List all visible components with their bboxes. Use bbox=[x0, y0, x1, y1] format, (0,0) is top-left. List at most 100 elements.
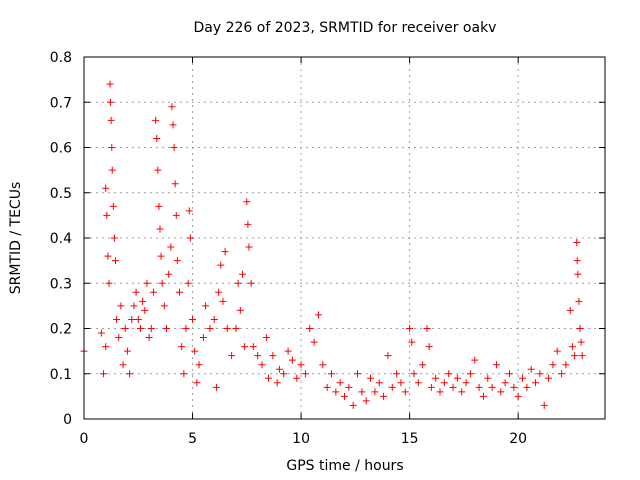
grid bbox=[84, 57, 605, 419]
data-point bbox=[514, 392, 522, 400]
data-point bbox=[110, 234, 118, 242]
y-tick-label: 0 bbox=[63, 412, 72, 428]
data-point bbox=[306, 325, 314, 332]
data-point bbox=[176, 288, 184, 296]
data-point bbox=[245, 243, 253, 251]
data-point bbox=[573, 239, 581, 247]
data-point bbox=[149, 288, 157, 296]
data-point bbox=[173, 257, 181, 265]
data-point bbox=[121, 325, 129, 332]
data-point bbox=[126, 370, 134, 378]
data-point bbox=[354, 370, 362, 378]
data-point bbox=[247, 279, 255, 287]
y-tick-label: 0.5 bbox=[50, 186, 72, 202]
data-point bbox=[238, 270, 246, 278]
data-point bbox=[157, 252, 165, 260]
data-point bbox=[105, 279, 113, 287]
data-point bbox=[301, 370, 309, 378]
data-point bbox=[314, 311, 322, 319]
data-point bbox=[510, 383, 518, 391]
data-point bbox=[497, 388, 505, 396]
data-point bbox=[160, 302, 168, 310]
data-point bbox=[158, 279, 166, 287]
data-point bbox=[171, 180, 179, 188]
data-point bbox=[165, 270, 173, 278]
data-point bbox=[414, 379, 422, 387]
data-point bbox=[262, 334, 270, 342]
data-point bbox=[449, 383, 457, 391]
data-point bbox=[153, 134, 161, 142]
data-point bbox=[425, 343, 433, 351]
data-point bbox=[254, 352, 262, 360]
data-point bbox=[210, 315, 218, 323]
data-point bbox=[288, 356, 296, 364]
data-point bbox=[168, 103, 176, 111]
data-point bbox=[466, 370, 474, 378]
data-point bbox=[113, 315, 121, 323]
data-point bbox=[440, 379, 448, 387]
y-axis-title: SRMTID / TECUs bbox=[8, 182, 24, 295]
data-point bbox=[258, 361, 266, 369]
data-point bbox=[243, 198, 251, 206]
data-point bbox=[199, 334, 207, 342]
data-point bbox=[423, 325, 431, 332]
data-point bbox=[162, 325, 170, 332]
data-point bbox=[109, 202, 117, 210]
data-point bbox=[558, 370, 566, 378]
data-point bbox=[136, 325, 144, 332]
data-point bbox=[184, 279, 192, 287]
data-point bbox=[571, 352, 579, 360]
data-point bbox=[532, 379, 540, 387]
y-tick-label: 0.1 bbox=[50, 367, 72, 383]
data-point bbox=[393, 370, 401, 378]
data-point bbox=[453, 374, 461, 382]
data-point bbox=[139, 297, 147, 305]
data-point bbox=[479, 392, 487, 400]
data-point bbox=[458, 388, 466, 396]
data-point bbox=[323, 383, 331, 391]
x-tick-label: 5 bbox=[188, 431, 197, 447]
data-point bbox=[562, 361, 570, 369]
data-point bbox=[573, 257, 581, 265]
data-point bbox=[178, 343, 186, 351]
data-point bbox=[145, 334, 153, 342]
data-point bbox=[132, 288, 140, 296]
data-point bbox=[202, 302, 210, 310]
data-point bbox=[362, 397, 370, 405]
data-point bbox=[228, 352, 236, 360]
y-tick-label: 0.2 bbox=[50, 322, 72, 338]
data-point bbox=[119, 361, 127, 369]
data-point bbox=[297, 361, 305, 369]
data-point bbox=[123, 347, 131, 355]
data-point bbox=[217, 261, 225, 269]
data-point bbox=[241, 343, 249, 351]
data-point bbox=[108, 144, 116, 151]
data-point bbox=[234, 279, 242, 287]
data-point bbox=[358, 388, 366, 396]
data-point bbox=[169, 121, 177, 129]
data-point bbox=[519, 374, 527, 382]
data-point bbox=[275, 365, 283, 373]
data-point bbox=[401, 388, 409, 396]
data-point bbox=[432, 374, 440, 382]
data-point bbox=[186, 234, 194, 242]
plot-frame bbox=[83, 56, 606, 420]
data-point bbox=[232, 325, 240, 332]
data-point bbox=[280, 370, 288, 378]
data-point bbox=[310, 338, 318, 346]
data-point bbox=[155, 202, 163, 210]
data-point bbox=[106, 98, 114, 106]
x-tick-label: 15 bbox=[401, 431, 419, 447]
data-point bbox=[410, 370, 418, 378]
data-point bbox=[167, 243, 175, 251]
data-point bbox=[108, 166, 116, 174]
data-point bbox=[103, 211, 111, 219]
data-point bbox=[147, 325, 155, 332]
data-point bbox=[445, 370, 453, 378]
data-point bbox=[273, 379, 281, 387]
data-point bbox=[185, 207, 193, 215]
data-point bbox=[488, 383, 496, 391]
data-point bbox=[384, 352, 392, 360]
data-point bbox=[577, 338, 585, 346]
data-point bbox=[106, 80, 114, 88]
